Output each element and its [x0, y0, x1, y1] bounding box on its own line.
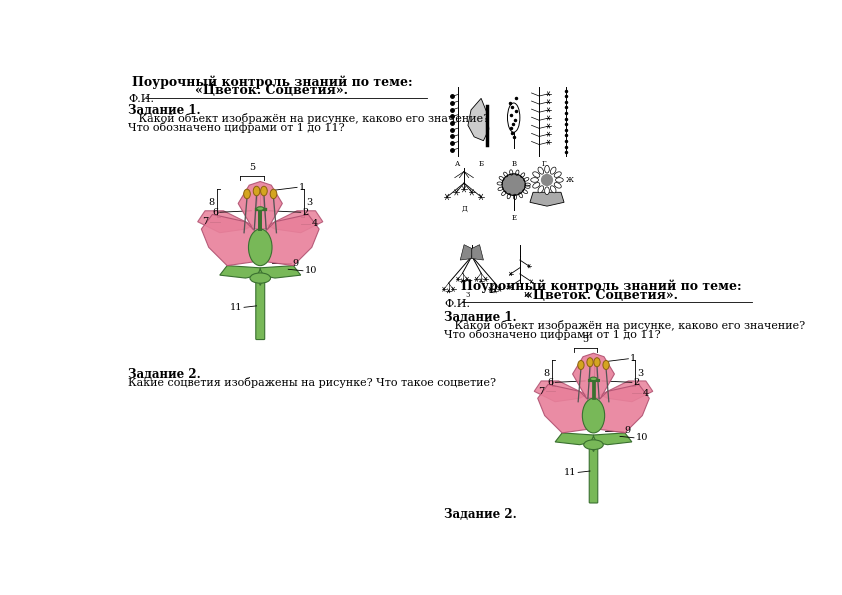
Polygon shape — [461, 245, 472, 260]
Ellipse shape — [603, 361, 610, 369]
Polygon shape — [220, 265, 260, 278]
Text: 11: 11 — [564, 468, 577, 477]
Text: 1: 1 — [630, 354, 636, 364]
Polygon shape — [538, 384, 594, 433]
Text: 11: 11 — [230, 303, 242, 312]
Ellipse shape — [578, 361, 584, 369]
Text: В: В — [511, 160, 516, 168]
Ellipse shape — [502, 174, 525, 195]
Text: 4: 4 — [312, 220, 318, 228]
Ellipse shape — [530, 178, 539, 182]
FancyBboxPatch shape — [589, 446, 598, 503]
Polygon shape — [201, 214, 260, 265]
Ellipse shape — [253, 186, 260, 196]
Text: «Цветок. Соцветия».: «Цветок. Соцветия». — [525, 289, 678, 302]
Ellipse shape — [551, 186, 556, 193]
Ellipse shape — [270, 189, 277, 199]
Text: Задание 2.: Задание 2. — [444, 508, 517, 521]
Text: 4: 4 — [642, 389, 648, 398]
Text: 2: 2 — [302, 208, 308, 217]
Text: Поурочный контроль знаний по теме:: Поурочный контроль знаний по теме: — [461, 279, 742, 293]
Polygon shape — [594, 433, 632, 444]
Text: З: З — [466, 291, 470, 299]
Text: 3: 3 — [306, 198, 312, 207]
Ellipse shape — [248, 229, 272, 265]
Polygon shape — [198, 211, 253, 233]
Polygon shape — [555, 433, 594, 444]
Polygon shape — [600, 381, 653, 402]
Text: Какой объект изображён на рисунке, каково его значение?: Какой объект изображён на рисунке, каков… — [129, 113, 490, 124]
Polygon shape — [530, 192, 564, 206]
Polygon shape — [468, 98, 489, 140]
Ellipse shape — [538, 186, 544, 193]
Ellipse shape — [250, 273, 270, 283]
Text: Б: Б — [478, 160, 483, 168]
Text: Задание 1.: Задание 1. — [444, 311, 516, 324]
Text: Что обозначено цифрами от 1 до 11?: Что обозначено цифрами от 1 до 11? — [129, 122, 345, 133]
FancyBboxPatch shape — [256, 280, 264, 340]
Text: 6: 6 — [547, 378, 554, 387]
Text: 5: 5 — [583, 335, 589, 344]
Ellipse shape — [545, 165, 549, 173]
Polygon shape — [260, 265, 301, 278]
Polygon shape — [594, 384, 649, 433]
Text: Какие соцветия изображены на рисунке? Что такое соцветие?: Какие соцветия изображены на рисунке? Чт… — [129, 377, 497, 388]
Polygon shape — [257, 270, 264, 286]
Text: 7: 7 — [538, 387, 545, 396]
Text: 2: 2 — [633, 378, 640, 387]
Ellipse shape — [590, 377, 597, 381]
Text: 7: 7 — [202, 217, 209, 226]
Text: 5: 5 — [248, 163, 255, 172]
Text: Задание 2.: Задание 2. — [129, 368, 201, 381]
Text: «Цветок. Соцветия».: «Цветок. Соцветия». — [195, 84, 349, 98]
Polygon shape — [268, 211, 322, 233]
Ellipse shape — [551, 167, 556, 174]
Text: 1: 1 — [299, 183, 305, 192]
Polygon shape — [238, 181, 282, 229]
Ellipse shape — [538, 167, 544, 174]
Text: 9: 9 — [624, 427, 631, 436]
Text: 6: 6 — [212, 208, 218, 217]
Polygon shape — [260, 214, 319, 265]
Text: Поурочный контроль знаний по теме:: Поурочный контроль знаний по теме: — [131, 75, 413, 89]
Ellipse shape — [554, 183, 562, 188]
Ellipse shape — [554, 172, 562, 177]
Text: Е: Е — [511, 214, 516, 222]
Ellipse shape — [545, 187, 549, 195]
Ellipse shape — [257, 206, 264, 211]
Polygon shape — [590, 436, 597, 452]
Text: Г: Г — [541, 160, 546, 168]
Ellipse shape — [583, 398, 605, 433]
Ellipse shape — [533, 183, 540, 188]
Text: 8: 8 — [544, 369, 550, 378]
Text: Задание 1.: Задание 1. — [129, 104, 201, 117]
Text: И: И — [524, 291, 530, 299]
Text: Д: Д — [461, 205, 467, 212]
Polygon shape — [573, 353, 615, 398]
Polygon shape — [534, 381, 587, 402]
Text: 3: 3 — [637, 369, 643, 378]
Text: 10: 10 — [636, 433, 647, 442]
Ellipse shape — [594, 358, 600, 367]
Ellipse shape — [584, 440, 603, 450]
Text: Ф.И.: Ф.И. — [444, 299, 470, 309]
Text: 8: 8 — [208, 198, 215, 207]
Text: 9: 9 — [293, 259, 299, 268]
Text: 10: 10 — [305, 266, 317, 275]
Text: Какой объект изображён на рисунке, каково его значение?: Какой объект изображён на рисунке, каков… — [444, 320, 805, 331]
Text: А: А — [456, 160, 461, 168]
Text: Что обозначено цифрами от 1 до 11?: Что обозначено цифрами от 1 до 11? — [444, 330, 661, 340]
Ellipse shape — [587, 358, 593, 367]
Ellipse shape — [243, 189, 250, 199]
Ellipse shape — [261, 186, 267, 196]
Ellipse shape — [556, 178, 563, 182]
Polygon shape — [472, 245, 483, 260]
Text: Ф.И.: Ф.И. — [129, 95, 154, 105]
Text: Ж: Ж — [567, 176, 574, 184]
Circle shape — [541, 174, 552, 186]
Ellipse shape — [533, 172, 540, 177]
